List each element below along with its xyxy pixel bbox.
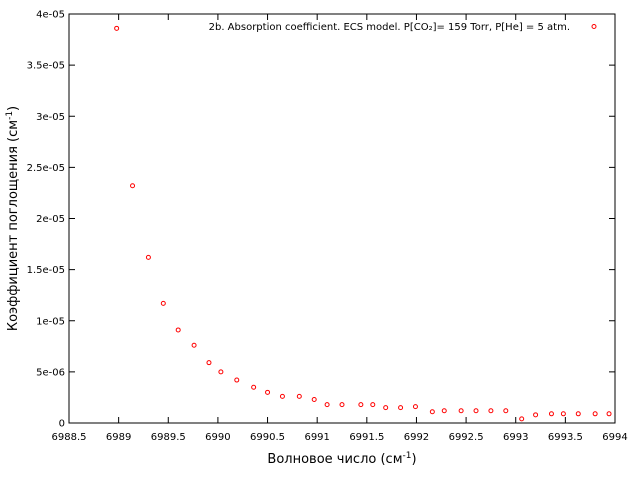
data-point (358, 402, 364, 408)
x-axis-title: Волновое число (см-1) (267, 451, 416, 467)
y-tick-label: 3.5e-05 (27, 61, 65, 72)
data-point (412, 404, 418, 410)
legend-entry-label: 2b. Absorption coefficient. ECS model. P… (209, 22, 570, 33)
x-tick-label: 6991 (304, 432, 329, 443)
y-tick-label: 2e-05 (36, 214, 65, 225)
data-point (251, 384, 257, 390)
y-tick-label: 3e-05 (36, 112, 65, 123)
data-point (560, 411, 566, 417)
x-tick-label: 6990.5 (250, 432, 285, 443)
x-tick-label: 6989.5 (151, 432, 186, 443)
y-tick-label: 1e-05 (36, 316, 65, 327)
data-point (398, 405, 404, 411)
data-point (548, 411, 554, 417)
data-point (279, 393, 285, 399)
data-point (311, 396, 317, 402)
data-point (339, 402, 345, 408)
data-point (473, 408, 479, 414)
data-point (145, 254, 151, 260)
y-tick-label: 2.5e-05 (27, 163, 65, 174)
data-point (533, 412, 539, 418)
x-tick-label: 6993.5 (548, 432, 583, 443)
x-tick-label: 6989 (106, 432, 131, 443)
data-point (114, 25, 120, 31)
x-tick-label: 6991.5 (349, 432, 384, 443)
y-tick-label: 4e-05 (36, 10, 65, 21)
y-axis-title: Коэффициент поглощения (см-1) (5, 106, 21, 331)
data-point (175, 327, 181, 333)
x-tick-label: 6992 (404, 432, 429, 443)
legend-entry-marker (591, 24, 597, 29)
data-point (130, 183, 136, 189)
x-tick-label: 6992.5 (449, 432, 484, 443)
data-point (519, 416, 525, 422)
plot-frame (68, 13, 616, 424)
x-tick-label: 6990 (205, 432, 230, 443)
data-point (370, 402, 376, 408)
y-tick-label: 0 (59, 419, 65, 430)
y-tick-label: 5e-06 (36, 367, 65, 378)
data-point (575, 411, 581, 417)
data-point (441, 408, 447, 414)
data-point (503, 408, 509, 414)
data-point (429, 409, 435, 415)
data-point (383, 405, 389, 411)
data-point (160, 300, 166, 306)
x-tick-label: 6993 (503, 432, 528, 443)
y-tick-label: 1.5e-05 (27, 265, 65, 276)
data-point (606, 411, 612, 417)
x-tick-label: 6988.5 (52, 432, 87, 443)
data-point (265, 389, 271, 395)
data-point (324, 402, 330, 408)
data-point (458, 408, 464, 414)
data-point (488, 408, 494, 414)
axis-ticks (68, 13, 616, 424)
x-tick-label: 6994 (602, 432, 627, 443)
data-points (114, 25, 612, 422)
data-point (296, 393, 302, 399)
data-point (206, 360, 212, 366)
data-point (191, 342, 197, 348)
data-point (592, 411, 598, 417)
data-point (234, 377, 240, 383)
axis-tick-labels: 6988.5 6989 6989.5 6990 6990.5 6991 6991.5 6992… (27, 10, 628, 444)
data-point (218, 369, 224, 375)
legend: 2b. Absorption coefficient. ECS model. P… (209, 22, 597, 33)
